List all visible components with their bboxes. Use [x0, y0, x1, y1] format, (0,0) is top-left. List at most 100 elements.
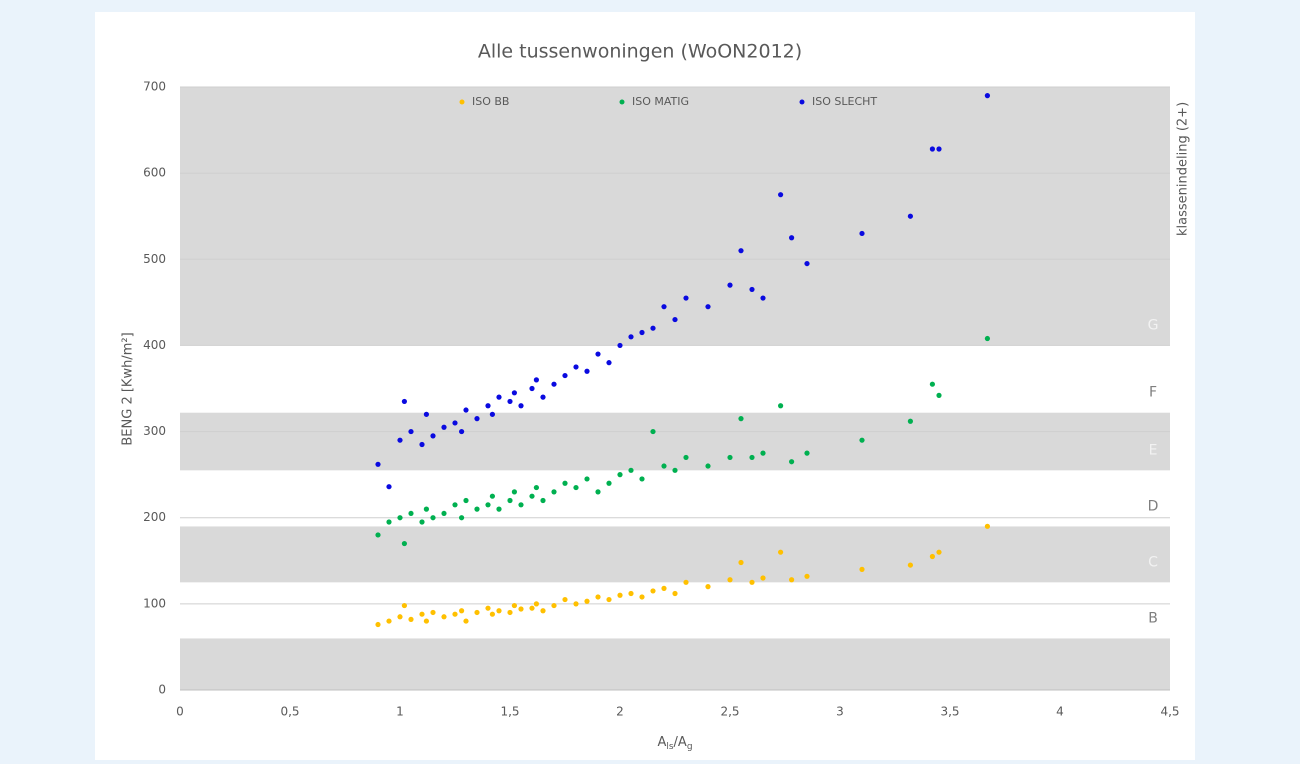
point [705, 584, 711, 590]
point [408, 428, 414, 435]
point [778, 192, 784, 198]
point [375, 621, 381, 628]
point [573, 364, 579, 370]
point [511, 489, 517, 495]
y-tick-label: 600 [143, 166, 166, 180]
point [778, 549, 784, 555]
y-tick-label: 200 [143, 510, 166, 524]
point [551, 381, 557, 387]
point [397, 437, 403, 443]
y-tick-label: 0 [158, 683, 166, 697]
point [489, 611, 495, 617]
point [661, 304, 667, 310]
point [727, 282, 733, 288]
point [639, 594, 645, 600]
point [584, 598, 590, 604]
point [452, 611, 458, 617]
point [727, 454, 733, 461]
point [507, 609, 513, 616]
point [489, 493, 495, 499]
point [452, 502, 458, 508]
y-axis-label: BENG 2 [Kwh/m²] [121, 332, 136, 445]
point [474, 506, 480, 512]
legend-label: ISO BB [472, 95, 509, 108]
band-label: G [1148, 317, 1159, 333]
point [573, 601, 579, 607]
point [617, 592, 623, 598]
point [584, 368, 590, 374]
x-axis-label: Als/Ag [657, 735, 692, 752]
point [551, 489, 557, 495]
point [639, 476, 645, 482]
point [518, 403, 524, 409]
point [423, 506, 429, 512]
point [936, 392, 942, 398]
band [180, 345, 1170, 413]
point [430, 433, 436, 439]
point [606, 480, 612, 486]
chart-title: Alle tussenwoningen (WoON2012) [478, 41, 802, 63]
point [804, 450, 810, 456]
side-label: klassenindeling (2+) [1176, 102, 1191, 236]
point [562, 480, 568, 486]
x-tick-label: 1,5 [500, 705, 519, 719]
y-tick-label: 300 [143, 424, 166, 438]
point [430, 609, 436, 616]
point [511, 390, 517, 396]
point [507, 497, 513, 504]
point [518, 606, 524, 612]
point [984, 335, 991, 342]
point [672, 316, 678, 323]
point [705, 304, 711, 310]
point [907, 418, 914, 424]
point [595, 594, 601, 600]
point [595, 351, 601, 357]
point [727, 577, 733, 583]
x-label-sub: ls [666, 742, 674, 752]
point [760, 575, 766, 581]
point [463, 407, 469, 413]
x-label-part: A [657, 735, 666, 750]
point [401, 398, 407, 405]
point [804, 260, 810, 267]
y-tick-label: 400 [143, 338, 166, 352]
x-tick-label: 1 [396, 705, 404, 719]
point [529, 385, 535, 392]
point [397, 515, 403, 521]
x-label-sub: g [687, 742, 693, 752]
point [760, 295, 766, 301]
point [907, 213, 914, 219]
point [507, 398, 513, 405]
point [749, 454, 755, 461]
band [180, 87, 1170, 346]
point [929, 553, 936, 560]
point [639, 329, 645, 336]
point [533, 377, 540, 383]
band-label: B [1148, 610, 1158, 626]
x-tick-label: 0 [176, 705, 184, 719]
point [936, 146, 942, 152]
band [180, 582, 1170, 639]
point [760, 450, 766, 456]
point [459, 515, 465, 521]
x-tick-label: 2 [616, 705, 624, 719]
point [401, 602, 407, 609]
point [474, 609, 480, 616]
x-tick-label: 4,5 [1160, 705, 1179, 719]
point [984, 523, 991, 529]
point [459, 428, 465, 435]
point [628, 467, 634, 473]
point [397, 614, 403, 620]
point [929, 381, 936, 387]
legend-label: ISO MATIG [632, 95, 689, 108]
point [459, 608, 465, 614]
point [441, 614, 447, 620]
y-tick-label: 700 [143, 80, 166, 94]
point [489, 411, 495, 417]
point [375, 461, 381, 467]
point [606, 596, 612, 603]
band-label: D [1148, 498, 1159, 514]
point [749, 579, 755, 585]
